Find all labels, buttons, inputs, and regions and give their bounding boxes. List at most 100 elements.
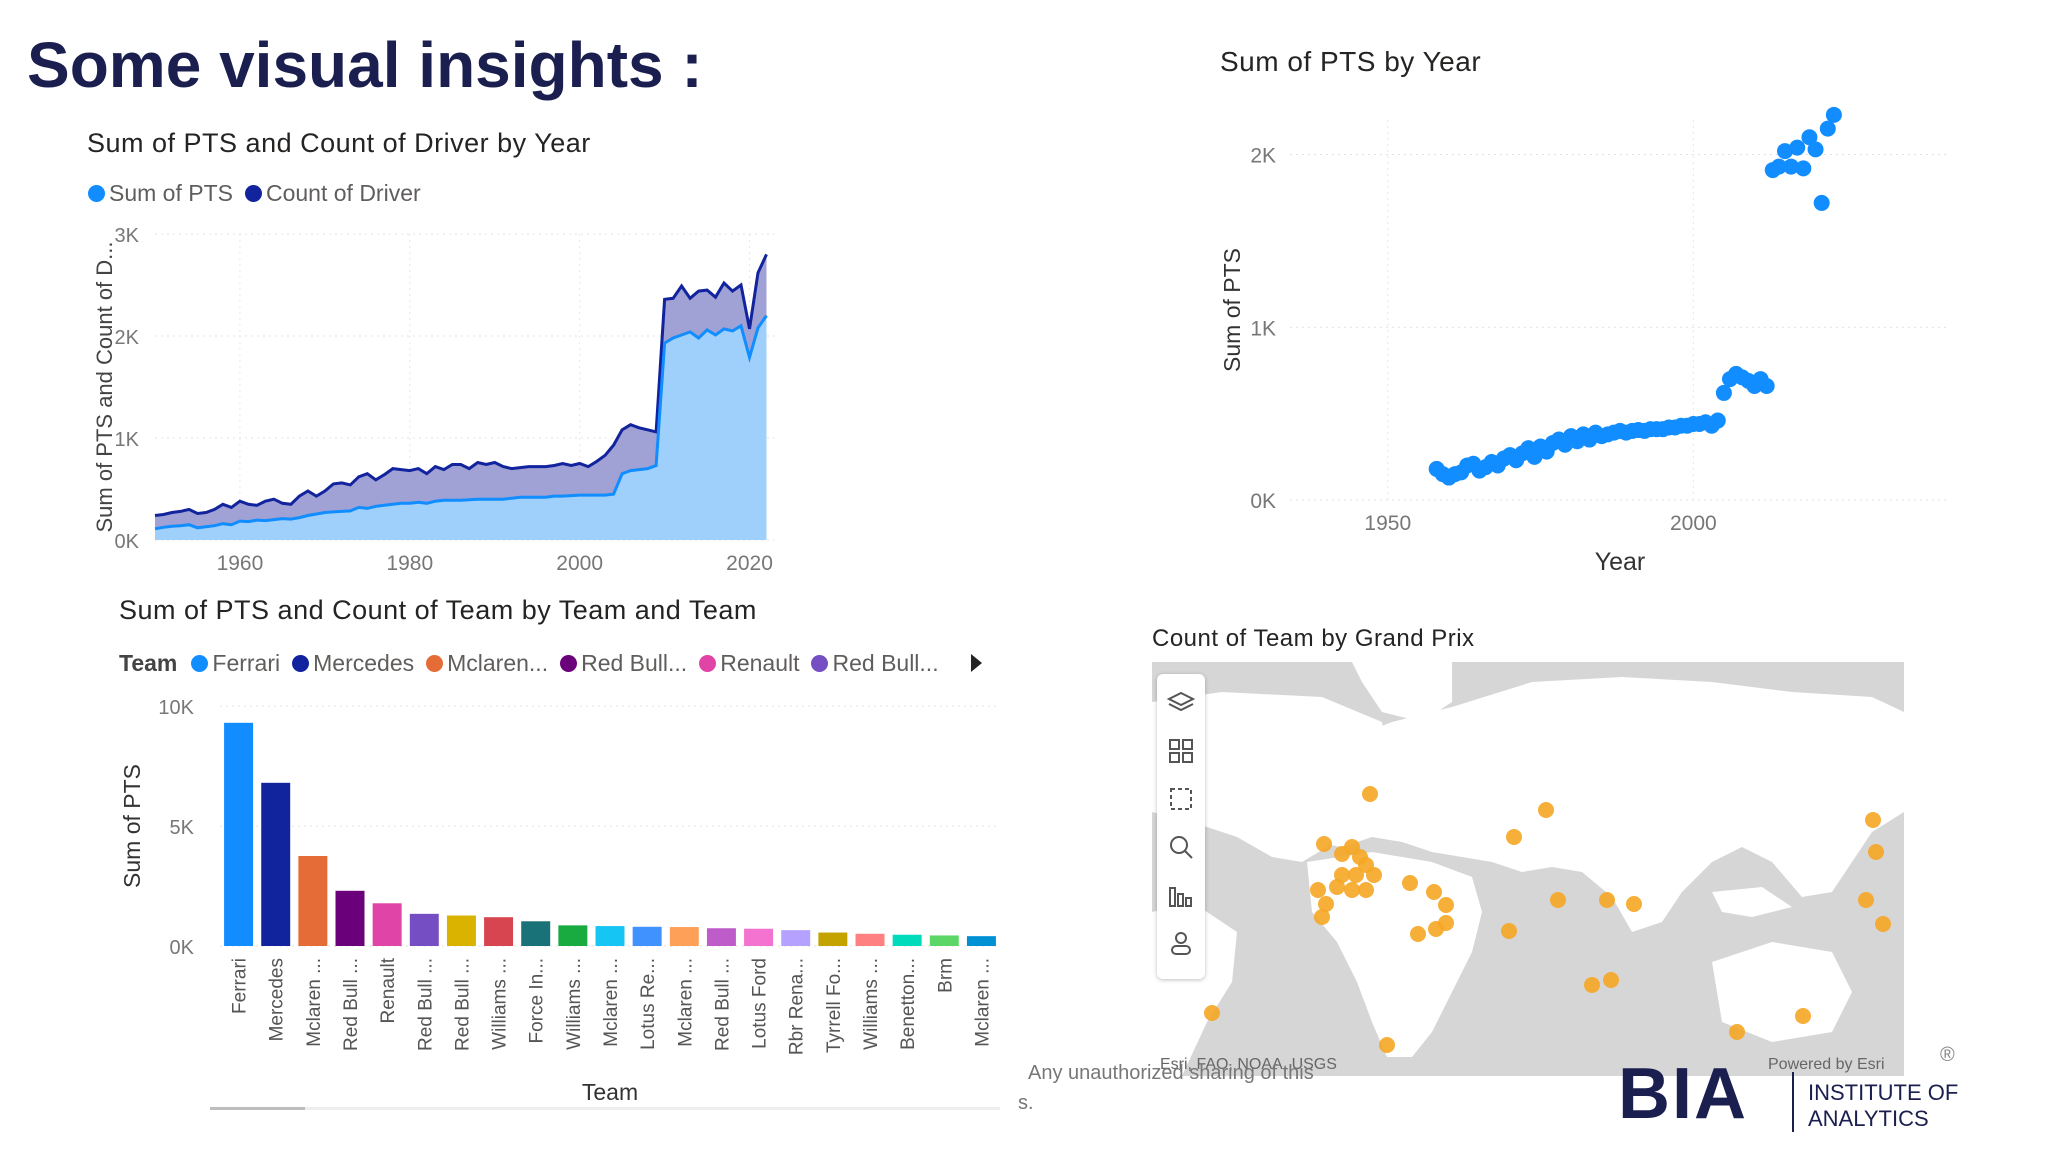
bar[interactable] [595, 926, 625, 946]
map-marker[interactable] [1314, 909, 1330, 925]
legend-item[interactable]: Mclaren... [426, 650, 548, 677]
person-icon[interactable] [1166, 928, 1196, 958]
map-marker[interactable] [1501, 923, 1517, 939]
scatter-point[interactable] [1758, 378, 1775, 394]
bar[interactable] [706, 928, 736, 946]
bar[interactable] [892, 934, 922, 946]
scatter-point[interactable] [1819, 120, 1836, 137]
map-marker[interactable] [1438, 897, 1454, 913]
y-tick-label: 1K [115, 429, 140, 451]
series-line-sum-of-pts[interactable] [154, 314, 768, 531]
landmass-eurasia [1297, 677, 1904, 932]
scatter-point[interactable] [1801, 129, 1818, 146]
map-marker[interactable] [1875, 916, 1891, 932]
map-marker[interactable] [1438, 915, 1454, 931]
map-marker[interactable] [1506, 829, 1522, 845]
selection-icon[interactable] [1166, 736, 1196, 766]
legend-item[interactable]: Renault [699, 650, 799, 677]
legend-item-sum-pts[interactable]: Sum of PTS [88, 180, 233, 207]
scatter-point[interactable] [1789, 139, 1806, 156]
map-marker[interactable] [1410, 926, 1426, 942]
bar[interactable] [261, 782, 291, 946]
bar[interactable] [781, 930, 811, 946]
bar[interactable] [409, 913, 439, 946]
map-marker[interactable] [1584, 977, 1600, 993]
map-marker[interactable] [1599, 892, 1615, 908]
map-marker[interactable] [1858, 892, 1874, 908]
map-marker[interactable] [1379, 1037, 1395, 1053]
bar[interactable] [521, 921, 551, 946]
x-tick-label: Mercedes [267, 958, 288, 1041]
legend-title: Team [119, 650, 178, 676]
bar[interactable] [335, 890, 365, 946]
series-area-count-of-driver[interactable] [155, 254, 767, 540]
map-marker[interactable] [1426, 884, 1442, 900]
legend-next-arrow-icon[interactable] [968, 652, 984, 674]
map-marker[interactable] [1402, 875, 1418, 891]
map-markers[interactable] [1204, 786, 1891, 1053]
scatter-point[interactable] [1770, 158, 1787, 175]
map-marker[interactable] [1362, 786, 1378, 802]
map-marker[interactable] [1603, 972, 1619, 988]
x-tick-label: 2000 [1670, 512, 1717, 535]
bar[interactable] [632, 926, 662, 946]
scatter-chart[interactable]: 0K 1K 2K 1950 2000 Year Sum of PTS [1210, 100, 1990, 580]
map-marker[interactable] [1358, 882, 1374, 898]
bar[interactable] [929, 935, 959, 946]
map-marker[interactable] [1538, 802, 1554, 818]
map-marker[interactable] [1550, 892, 1566, 908]
map-marker[interactable] [1310, 882, 1326, 898]
scatter-point[interactable] [1813, 194, 1830, 211]
bar[interactable] [484, 917, 514, 946]
scatter-point[interactable] [1777, 143, 1793, 160]
map-marker[interactable] [1366, 867, 1382, 883]
search-icon[interactable] [1166, 832, 1196, 862]
bar[interactable] [818, 932, 848, 946]
legend-item[interactable]: Ferrari [191, 650, 280, 677]
legend-label: Count of Driver [265, 180, 421, 206]
scrollbar-track[interactable] [210, 1107, 1000, 1110]
layers-icon[interactable] [1166, 688, 1196, 718]
scrollbar-thumb[interactable] [210, 1107, 305, 1110]
map-marker[interactable] [1316, 836, 1332, 852]
legend-item[interactable]: Mercedes [292, 650, 414, 677]
bar[interactable] [558, 925, 588, 946]
scatter-point[interactable] [1783, 158, 1800, 175]
bar[interactable] [298, 856, 328, 946]
bar[interactable] [855, 933, 885, 946]
map-marker[interactable] [1868, 844, 1884, 860]
scatter-point[interactable] [1795, 160, 1812, 177]
legend-item[interactable]: Red Bull... [811, 650, 939, 677]
map-marker[interactable] [1348, 867, 1364, 883]
bar[interactable] [224, 722, 254, 946]
scatter-point[interactable] [1807, 141, 1824, 158]
series-line-count-of-driver[interactable] [154, 253, 768, 517]
legend-item[interactable]: Red Bull... [560, 650, 687, 677]
bar[interactable] [744, 928, 774, 946]
scatter-point[interactable] [1825, 106, 1842, 123]
series-area-sum-of-pts[interactable] [155, 315, 767, 540]
bar[interactable] [669, 927, 699, 946]
y-tick-label: 5K [170, 817, 195, 839]
map-marker[interactable] [1329, 879, 1345, 895]
map-canvas[interactable] [1152, 662, 1904, 1076]
map-area[interactable] [1152, 662, 1904, 1076]
rectangle-select-icon[interactable] [1166, 784, 1196, 814]
map-marker[interactable] [1729, 1024, 1745, 1040]
map-marker[interactable] [1344, 882, 1360, 898]
bar-chart[interactable]: 0K 5K 10K Sum of PTS Ferrari Mercedes Mclaren … [110, 690, 1010, 1110]
area-chart[interactable]: 0K 1K 2K 3K 1960 1980 2000 2020 Sum of PTS and C… [80, 220, 1040, 580]
bar[interactable] [372, 903, 402, 946]
map-marker[interactable] [1334, 867, 1350, 883]
scatter-point[interactable] [1709, 412, 1726, 429]
bar[interactable] [966, 936, 996, 946]
map-marker[interactable] [1204, 1005, 1220, 1021]
map-marker[interactable] [1865, 812, 1881, 828]
map-marker[interactable] [1318, 896, 1334, 912]
map-marker[interactable] [1626, 896, 1642, 912]
bar[interactable] [446, 915, 476, 946]
map-marker[interactable] [1795, 1008, 1811, 1024]
legend-item-count-driver[interactable]: Count of Driver [244, 180, 421, 207]
chart-icon[interactable] [1166, 880, 1196, 910]
scatter-point[interactable] [1715, 384, 1732, 401]
